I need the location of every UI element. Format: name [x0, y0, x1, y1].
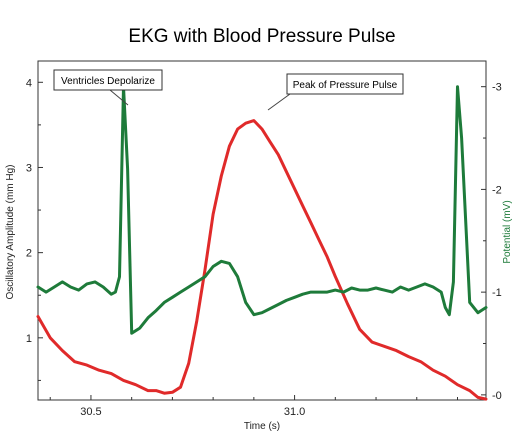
- annotation-box: [286, 73, 404, 95]
- chart-title: EKG with Blood Pressure Pulse: [128, 26, 395, 47]
- y-tick-label: 2: [26, 248, 32, 260]
- y-axis-ticks: 1 2 3 4: [26, 77, 43, 381]
- annotation-label: Peak of Pressure Pulse: [293, 80, 398, 91]
- y-axis-label: Oscillatory Amplitude (mm Hg): [5, 164, 16, 299]
- y2-tick-label: -1: [492, 287, 502, 299]
- annotation-label: Ventricles Depolarize: [61, 76, 155, 87]
- y-tick-label: 4: [26, 77, 32, 89]
- annotation-box: [53, 69, 163, 91]
- potential-line: [36, 85, 488, 335]
- pressure-line: [36, 119, 488, 401]
- y2-axis-label: Potential (mV): [502, 200, 513, 263]
- plot-area: [37, 60, 487, 401]
- y2-tick-label: -3: [492, 82, 502, 94]
- y-tick-label: 3: [26, 162, 32, 174]
- y2-axis-ticks: -0 -1 -2 -3: [481, 82, 502, 402]
- series-group: [36, 85, 488, 401]
- annotation-leader: [109, 89, 129, 106]
- y2-tick-label: -0: [492, 390, 502, 402]
- x-tick-label: 30.5: [80, 406, 101, 418]
- annotation-leader: [267, 93, 291, 111]
- y2-tick-label: -2: [492, 184, 502, 196]
- x-axis-ticks: 30.5 31.0: [49, 395, 458, 418]
- annotations-group: Ventricles Depolarize Peak of Pressure Pu…: [53, 69, 404, 111]
- x-axis-label: Time (s): [244, 421, 280, 432]
- x-tick-label: 31.0: [284, 406, 305, 418]
- y-tick-label: 1: [26, 333, 32, 345]
